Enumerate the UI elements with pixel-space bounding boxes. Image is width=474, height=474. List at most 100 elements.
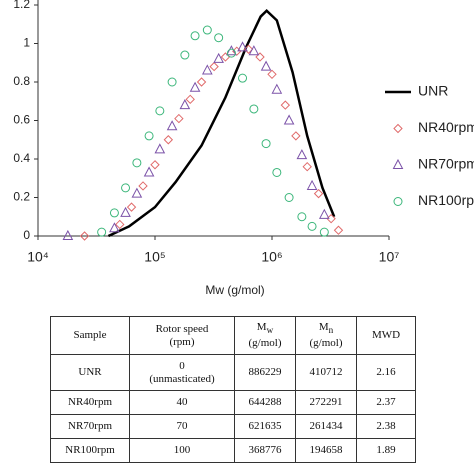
data-table: Sample Rotor speed (rpm) Mw (g/mol) Mn (g/mol…	[50, 316, 416, 463]
x-tick-label: 10⁶	[261, 249, 282, 265]
point	[249, 104, 259, 114]
point	[297, 212, 307, 222]
table-cell: NR100rpm	[50, 438, 130, 463]
point	[166, 120, 178, 131]
point	[306, 179, 318, 190]
point	[143, 166, 155, 177]
point	[150, 160, 160, 170]
point	[284, 193, 294, 202]
y-tick-label: 0.6	[13, 113, 30, 127]
y-tick-label: 0.4	[13, 151, 30, 165]
point	[174, 113, 184, 124]
table-row: NR40rpm 40 644288 272291 2.37	[50, 390, 416, 415]
x-tick-label: 10⁴	[27, 249, 49, 265]
point	[132, 158, 142, 168]
point	[237, 41, 248, 52]
point	[180, 50, 190, 60]
point	[202, 25, 212, 35]
table-cell: 40	[129, 390, 235, 415]
point	[62, 229, 74, 240]
point	[190, 31, 200, 41]
point	[280, 100, 291, 110]
table-cell: 2.38	[356, 414, 416, 439]
point	[196, 77, 207, 87]
table-cell: 194658	[295, 438, 357, 463]
legend-label: UNR	[418, 83, 448, 99]
table-cell: 886229	[234, 354, 296, 391]
table-cell: 621635	[234, 414, 296, 439]
header-unit: (g/mol)	[309, 337, 343, 350]
legend-marker	[393, 197, 403, 206]
point	[238, 73, 248, 83]
header-symbol: M	[318, 320, 329, 333]
point	[155, 106, 165, 116]
table-cell: 0 (unmasticated)	[129, 354, 235, 391]
legend-label: NR40rpm	[418, 119, 474, 135]
point	[333, 225, 344, 235]
point	[109, 208, 119, 218]
header-row: Sample Rotor speed (rpm) Mw (g/mol) Mn (g/mol…	[50, 316, 416, 355]
table-cell: 410712	[295, 354, 357, 391]
table-cell: NR40rpm	[50, 390, 130, 415]
point	[163, 135, 174, 145]
point	[131, 187, 143, 198]
point	[154, 143, 166, 154]
header-cell: Mw (g/mol)	[234, 316, 296, 355]
header-cell: Sample	[50, 316, 130, 355]
table-cell: 70	[129, 414, 235, 439]
point	[296, 149, 308, 160]
point	[167, 77, 177, 87]
table-row: UNR 0 (unmasticated) 886229 410712 2.16	[50, 354, 416, 391]
table-cell: 644288	[234, 390, 296, 415]
table-cell: 1.89	[356, 438, 416, 463]
header-symbol: M	[256, 320, 267, 333]
table-row: NR70rpm 70 621635 261434 2.38	[50, 414, 416, 439]
legend-label: NR70rpm	[418, 156, 474, 172]
point	[313, 188, 324, 199]
point	[291, 131, 301, 141]
x-tick-label: 10⁵	[144, 249, 165, 265]
point	[267, 69, 277, 80]
point	[189, 81, 201, 92]
table-cell: 272291	[295, 390, 357, 415]
point	[307, 221, 317, 231]
legend-label: NR100rpm	[418, 192, 474, 208]
legend-marker	[393, 123, 403, 134]
table-cell: NR70rpm	[50, 414, 130, 439]
point	[138, 181, 148, 191]
table-cell: 261434	[295, 414, 357, 439]
header-sub: w	[266, 325, 274, 336]
table-cell: 100	[129, 438, 235, 463]
x-tick-label: 10⁷	[379, 249, 400, 265]
header-unit: (g/mol)	[248, 337, 282, 350]
point	[120, 206, 131, 217]
y-tick-label: 1.2	[13, 0, 30, 11]
point	[185, 94, 195, 105]
point	[271, 83, 283, 94]
header-cell: Mn (g/mol)	[295, 316, 357, 355]
point	[179, 99, 191, 110]
chart: Mw (g/mol) 0 0.2 0.4 0.6 0.8 1 1.2 10⁴ 10⁵ 10⁶ 10⁷…	[13, 0, 474, 297]
legend-marker	[392, 158, 404, 169]
point	[79, 231, 90, 241]
point	[319, 227, 329, 237]
point	[248, 45, 260, 56]
point	[260, 60, 272, 71]
point	[226, 45, 237, 56]
header-sub: n	[328, 325, 334, 336]
point	[255, 52, 265, 62]
point	[213, 52, 224, 63]
point	[302, 161, 312, 172]
table-cell: 2.37	[356, 390, 416, 415]
header-cell: MWD	[356, 316, 416, 355]
y-tick-label: 0	[23, 228, 30, 242]
x-axis-title: Mw (g/mol)	[205, 283, 264, 297]
table-row: NR100rpm 100 368776 194658 1.89	[50, 438, 416, 463]
point	[97, 227, 107, 237]
point	[109, 222, 120, 233]
point	[220, 52, 231, 62]
table-cell: UNR	[50, 354, 130, 391]
point	[226, 48, 236, 58]
y-tick-label: 1	[23, 36, 30, 50]
